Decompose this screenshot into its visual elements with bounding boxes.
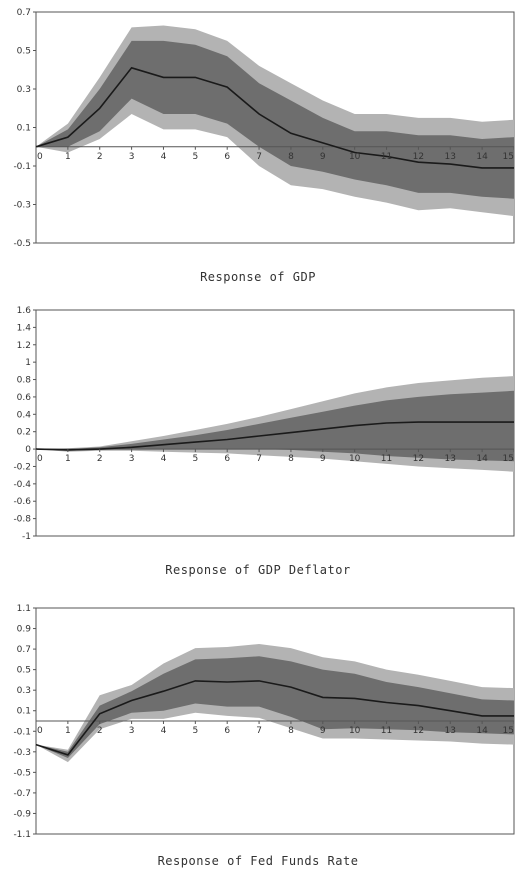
fedfunds-median-line bbox=[35, 680, 514, 756]
gdp-y-tick-label: -0.1 bbox=[13, 162, 31, 172]
fedfunds-x-tick-label: 6 bbox=[224, 726, 230, 736]
fedfunds-y-tick-label: 0.1 bbox=[17, 707, 31, 717]
fedfunds-x-tick-label: 5 bbox=[192, 726, 198, 736]
deflator-median-line bbox=[35, 421, 514, 451]
fedfunds-x-tick-label: 0 bbox=[37, 726, 43, 736]
deflator-y-tick-label: -0.8 bbox=[13, 515, 31, 525]
deflator-x-tick-label: 6 bbox=[224, 454, 230, 464]
fedfunds-x-tick-label: 15 bbox=[503, 726, 514, 736]
gdp-median-line bbox=[35, 66, 514, 169]
gdp-y-tick-label: 0.1 bbox=[17, 124, 31, 134]
fedfunds-inner-band bbox=[36, 656, 514, 758]
deflator-y-tick-label: -0.6 bbox=[13, 497, 31, 507]
gdp-x-tick-label: 15 bbox=[503, 152, 514, 162]
gdp-deflator-response-title: Response of GDP Deflator bbox=[165, 563, 351, 577]
deflator-y-tick-label: 0.2 bbox=[17, 428, 31, 438]
deflator-x-tick-label: 0 bbox=[37, 454, 43, 464]
fedfunds-y-tick-label: -0.7 bbox=[13, 789, 31, 799]
deflator-x-tick-label: 9 bbox=[320, 454, 326, 464]
fed-funds-response-title: Response of Fed Funds Rate bbox=[157, 854, 359, 868]
fedfunds-y-tick-label: -0.9 bbox=[13, 809, 31, 819]
deflator-x-tick-label: 5 bbox=[192, 454, 198, 464]
fedfunds-y-tick-label: -0.5 bbox=[13, 768, 31, 778]
fedfunds-x-tick-label: 12 bbox=[413, 726, 424, 736]
fedfunds-x-tick-label: 10 bbox=[349, 726, 361, 736]
deflator-x-tick-label: 12 bbox=[413, 454, 424, 464]
fedfunds-x-tick-label: 14 bbox=[476, 726, 488, 736]
fedfunds-x-tick-label: 4 bbox=[161, 726, 167, 736]
gdp-x-tick-label: 9 bbox=[320, 152, 326, 162]
deflator-x-tick-label: 1 bbox=[65, 454, 71, 464]
deflator-x-tick-label: 8 bbox=[288, 454, 294, 464]
fedfunds-x-tick-label: 13 bbox=[445, 726, 456, 736]
deflator-y-tick-label: 1.2 bbox=[17, 341, 31, 351]
deflator-inner-band bbox=[36, 390, 514, 462]
gdp-x-tick-label: 0 bbox=[37, 152, 43, 162]
deflator-y-tick-label: 1 bbox=[25, 358, 31, 368]
fedfunds-x-tick-label: 2 bbox=[97, 726, 103, 736]
gdp-x-tick-label: 14 bbox=[476, 152, 488, 162]
deflator-y-tick-label: 1.4 bbox=[17, 323, 32, 333]
deflator-y-tick-label: -0.4 bbox=[13, 480, 31, 490]
deflator-x-tick-label: 10 bbox=[349, 454, 361, 464]
deflator-x-tick-label: 14 bbox=[476, 454, 488, 464]
gdp-response-chart: 0.70.50.30.1-0.1-0.3-0.50 1 2 3 4 5 6 7 8 9 10 11 12… bbox=[13, 8, 515, 249]
deflator-y-tick-label: -0.2 bbox=[13, 462, 31, 472]
fedfunds-y-tick-label: 0.9 bbox=[17, 625, 32, 635]
fedfunds-x-tick-label: 11 bbox=[381, 726, 392, 736]
fedfunds-y-tick-label: 1.1 bbox=[17, 604, 31, 614]
deflator-x-tick-label: 13 bbox=[445, 454, 456, 464]
fedfunds-y-tick-label: -0.3 bbox=[13, 748, 31, 758]
gdp-y-tick-label: -0.5 bbox=[13, 239, 31, 249]
fedfunds-y-tick-label: 0.3 bbox=[17, 686, 31, 696]
fedfunds-y-tick-label: -1.1 bbox=[13, 830, 31, 840]
gdp-response-panel: 0.7 0.5 0.3 0.1 -0.1 -0.3 -0.5 0 1 2 3 4 5 6 7 8 9 10 11 12… bbox=[0, 0, 516, 270]
gdp-x-tick-label: 8 bbox=[288, 152, 294, 162]
fed-funds-response-chart: 1.1 0.9 0.7 0.5 0.3 0.1 -0.1 -0.3 -0.5 -0.7 -0.9 -1… bbox=[13, 604, 515, 840]
deflator-y-tick-label: 0.4 bbox=[17, 410, 32, 420]
gdp-x-tick-label: 11 bbox=[381, 152, 392, 162]
deflator-y-tick-label: 0.6 bbox=[17, 393, 32, 403]
deflator-x-tick-label: 3 bbox=[129, 454, 135, 464]
gdp-x-tick-label: 12 bbox=[413, 152, 424, 162]
deflator-y-tick-label: -1 bbox=[22, 532, 31, 542]
gdp-y-tick-label: 0.7 bbox=[17, 8, 31, 18]
fedfunds-y-tick-label: 0.7 bbox=[17, 645, 31, 655]
gdp-inner-band bbox=[36, 40, 514, 199]
fedfunds-x-tick-label: 3 bbox=[129, 726, 135, 736]
fedfunds-x-tick-label: 7 bbox=[256, 726, 262, 736]
deflator-y-tick-label: 0 bbox=[25, 445, 31, 455]
gdp-x-tick-label: 7 bbox=[256, 152, 262, 162]
deflator-x-tick-label: 4 bbox=[161, 454, 167, 464]
gdp-response-title: Response of GDP bbox=[200, 270, 316, 284]
gdp-x-tick-label: 3 bbox=[129, 152, 135, 162]
gdp-x-tick-label: 1 bbox=[65, 152, 71, 162]
deflator-x-tick-label: 11 bbox=[381, 454, 392, 464]
fedfunds-y-tick-label: 0.5 bbox=[17, 666, 31, 676]
gdp-x-tick-label: 2 bbox=[97, 152, 103, 162]
fedfunds-y-tick-label: -0.1 bbox=[13, 727, 31, 737]
gdp-x-tick-label: 6 bbox=[224, 152, 230, 162]
deflator-x-tick-label: 15 bbox=[503, 454, 514, 464]
gdp-x-tick-label: 4 bbox=[161, 152, 167, 162]
gdp-deflator-response-panel: 1.6 1.4 1.2 1 0.8 0.6 0.4 0.2 0 -0.2 -0.4 -0.6 -0.8 -… bbox=[0, 296, 516, 556]
gdp-x-tick-label: 10 bbox=[349, 152, 361, 162]
gdp-y-tick-label: 0.5 bbox=[17, 47, 31, 57]
fed-funds-response-panel: 1.1 0.9 0.7 0.5 0.3 0.1 -0.1 -0.3 -0.5 -0.7 -0.9 -1… bbox=[0, 592, 516, 852]
gdp-x-tick-label: 5 bbox=[192, 152, 198, 162]
deflator-x-tick-label: 2 bbox=[97, 454, 103, 464]
gdp-y-tick-label: -0.3 bbox=[13, 201, 31, 211]
fedfunds-x-tick-label: 9 bbox=[320, 726, 326, 736]
deflator-y-tick-label: 1.6 bbox=[17, 306, 32, 316]
gdp-deflator-response-chart: 1.6 1.4 1.2 1 0.8 0.6 0.4 0.2 0 -0.2 -0.4 -0.6 -0.8 -… bbox=[13, 306, 515, 542]
fedfunds-x-tick-label: 8 bbox=[288, 726, 294, 736]
fedfunds-x-tick-label: 1 bbox=[65, 726, 71, 736]
deflator-x-tick-label: 7 bbox=[256, 454, 262, 464]
gdp-y-tick-label: 0.3 bbox=[17, 85, 31, 95]
deflator-y-tick-label: 0.8 bbox=[17, 376, 32, 386]
gdp-x-tick-label: 13 bbox=[445, 152, 456, 162]
